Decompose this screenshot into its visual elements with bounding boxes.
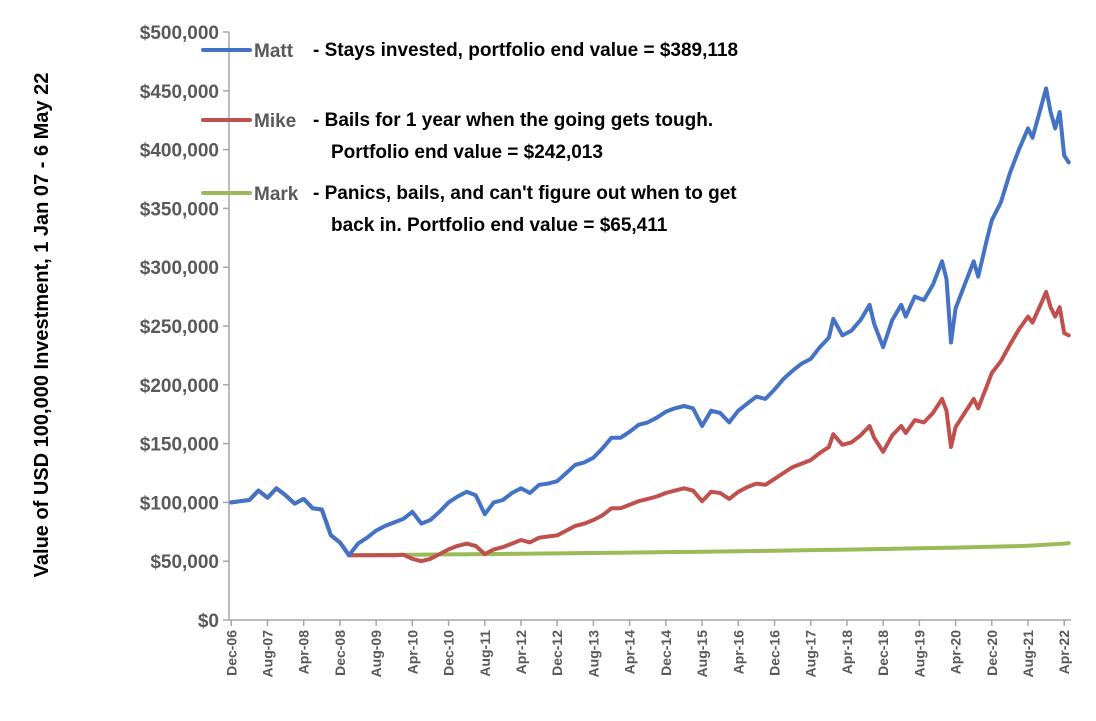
legend-description-mark: - Panics, bails, and can't figure out wh…: [313, 183, 737, 204]
legend-name-matt: Matt: [254, 41, 294, 62]
x-tick-label: Dec-10: [441, 630, 457, 676]
y-axis-ticks: $0 $50,000 $100,000 $150,000 $200,000 $250,00…: [140, 23, 229, 632]
x-tick-label: Apr-08: [296, 630, 312, 675]
y-tick-label: $0: [198, 611, 219, 632]
legend-name-mark: Mark: [254, 184, 299, 205]
x-tick-label: Apr-18: [839, 630, 855, 675]
x-tick-label: Aug-13: [585, 630, 601, 678]
y-tick-label: $100,000: [140, 493, 219, 514]
x-tick-label: Aug-17: [803, 630, 819, 678]
y-tick-label: $50,000: [150, 552, 219, 573]
x-tick-label: Aug-21: [1020, 630, 1036, 678]
x-tick-label: Apr-20: [948, 630, 964, 675]
legend-description-mike: Portfolio end value = $242,013: [331, 142, 603, 163]
x-tick-label: Dec-20: [984, 630, 1000, 676]
legend-description-mike: - Bails for 1 year when the going gets t…: [313, 110, 713, 131]
y-tick-label: $500,000: [140, 23, 219, 44]
x-tick-label: Aug-09: [368, 630, 384, 678]
x-tick-label: Dec-16: [766, 630, 782, 676]
y-tick-label: $150,000: [140, 435, 219, 456]
x-tick-label: Aug-11: [477, 630, 493, 677]
x-tick-label: Dec-18: [875, 630, 891, 676]
x-tick-label: Dec-08: [332, 630, 348, 676]
x-tick-label: Dec-14: [658, 630, 674, 676]
y-axis-label: Value of USD 100,000 Investment, 1 Jan 0…: [31, 73, 53, 578]
x-tick-label: Apr-16: [730, 630, 746, 675]
series-line-mike: [229, 289, 1071, 564]
x-tick-label: Aug-07: [259, 630, 275, 678]
legend-description-matt: - Stays invested, portfolio end value = …: [313, 40, 738, 61]
y-tick-label: $300,000: [140, 258, 219, 279]
x-tick-label: Dec-06: [223, 630, 239, 676]
y-tick-label: $200,000: [140, 376, 219, 397]
series-lines: [229, 86, 1071, 564]
x-axis-ticks: Dec-06 Aug-07 Apr-08 Dec-08 Aug-09 Apr-10 Dec-…: [223, 620, 1072, 677]
y-tick-label: $450,000: [140, 82, 219, 103]
legend-name-mike: Mike: [254, 111, 296, 132]
x-tick-label: Dec-12: [549, 630, 565, 676]
y-tick-label: $400,000: [140, 141, 219, 162]
x-tick-label: Apr-10: [404, 630, 420, 675]
y-tick-label: $350,000: [140, 199, 219, 220]
y-tick-label: $250,000: [140, 317, 219, 338]
x-tick-label: Aug-15: [694, 630, 710, 678]
x-tick-label: Apr-12: [513, 630, 529, 675]
series-line-matt: [229, 86, 1071, 558]
legend-description-mark: back in. Portfolio end value = $65,411: [331, 215, 668, 236]
legend: Matt - Stays invested, portfolio end valu…: [201, 40, 738, 236]
x-tick-label: Apr-22: [1056, 630, 1072, 675]
x-tick-label: Aug-19: [911, 630, 927, 678]
x-tick-label: Apr-14: [622, 630, 638, 675]
